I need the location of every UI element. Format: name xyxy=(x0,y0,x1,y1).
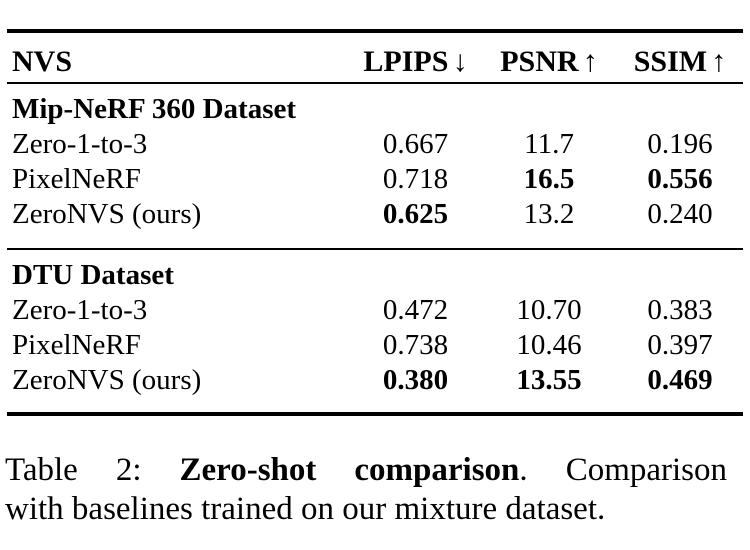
caption-period: . xyxy=(519,452,528,488)
method-cell: PixelNeRF xyxy=(12,329,141,361)
section-mipnerf360: Mip-NeRF 360 Dataset Zero-1-to-3 0.667 1… xyxy=(7,83,743,250)
method-cell: ZeroNVS (ours) xyxy=(12,364,202,396)
header-psnr-label: PSNR xyxy=(500,45,579,78)
method-cell: ZeroNVS (ours) xyxy=(7,197,350,250)
section-title-row: Mip-NeRF 360 Dataset xyxy=(7,83,743,127)
caption-prefix: Table 2: xyxy=(5,452,142,488)
ssim-cell: 0.240 xyxy=(617,197,743,250)
caption-line-1: Table 2: Zero-shot comparison. Compariso… xyxy=(5,451,727,490)
table-row: Zero-1-to-3 0.667 11.7 0.196 xyxy=(7,127,743,162)
table-row: ZeroNVS (ours) 0.380 13.55 0.469 xyxy=(7,363,743,414)
method-cell: Zero-1-to-3 xyxy=(12,128,148,160)
table-row: PixelNeRF 0.738 10.46 0.397 xyxy=(7,328,743,363)
table-header-row: NVS LPIPS ↓ PSNR ↑ SSIM ↑ xyxy=(7,31,743,84)
ssim-cell: 0.556 xyxy=(647,163,713,195)
down-arrow-icon: ↓ xyxy=(452,45,468,78)
section-title-row: DTU Dataset xyxy=(7,249,743,293)
ssim-cell: 0.383 xyxy=(647,294,713,326)
ssim-cell: 0.196 xyxy=(647,128,713,160)
header-nvs: NVS xyxy=(7,31,350,84)
psnr-cell: 13.55 xyxy=(516,364,582,396)
psnr-cell: 10.70 xyxy=(516,294,582,326)
lpips-cell: 0.718 xyxy=(382,163,449,195)
table-row: PixelNeRF 0.718 16.5 0.556 xyxy=(7,162,743,197)
caption-line-2: with baselines trained on our mixture da… xyxy=(5,490,606,527)
header-psnr: PSNR ↑ xyxy=(481,31,617,84)
header-ssim-label: SSIM xyxy=(633,45,708,78)
method-cell: Zero-1-to-3 xyxy=(12,294,148,326)
ssim-cell: 0.397 xyxy=(647,329,713,361)
section-dtu: DTU Dataset Zero-1-to-3 0.472 10.70 0.38… xyxy=(7,249,743,414)
table-row: ZeroNVS (ours) 0.625 13.2 0.240 xyxy=(7,197,743,250)
caption-tail: Comparison xyxy=(565,452,728,488)
psnr-cell: 10.46 xyxy=(516,329,582,361)
ssim-cell: 0.469 xyxy=(647,364,713,396)
lpips-cell: 0.738 xyxy=(382,329,449,361)
psnr-cell: 11.7 xyxy=(524,128,574,160)
section-title: Mip-NeRF 360 Dataset xyxy=(12,93,297,125)
table-caption: Table 2: Zero-shot comparison. Compariso… xyxy=(5,451,727,528)
lpips-cell: 0.667 xyxy=(382,128,449,160)
header-lpips-label: LPIPS xyxy=(363,45,449,78)
up-arrow-icon: ↑ xyxy=(582,45,598,78)
psnr-cell: 13.2 xyxy=(481,197,617,250)
lpips-cell: 0.380 xyxy=(382,364,449,396)
header-lpips: LPIPS ↓ xyxy=(350,31,481,84)
lpips-cell: 0.472 xyxy=(382,294,449,326)
section-title: DTU Dataset xyxy=(12,259,174,291)
up-arrow-icon: ↑ xyxy=(711,45,727,78)
lpips-cell: 0.625 xyxy=(350,197,481,250)
table-row: Zero-1-to-3 0.472 10.70 0.383 xyxy=(7,293,743,328)
psnr-cell: 16.5 xyxy=(523,163,575,195)
header-ssim: SSIM ↑ xyxy=(617,31,743,84)
results-table: NVS LPIPS ↓ PSNR ↑ SSIM ↑ Mip-NeRF 360 Data… xyxy=(7,29,743,416)
caption-emphasis: Zero-shot comparison xyxy=(179,452,520,488)
method-cell: PixelNeRF xyxy=(12,163,141,195)
